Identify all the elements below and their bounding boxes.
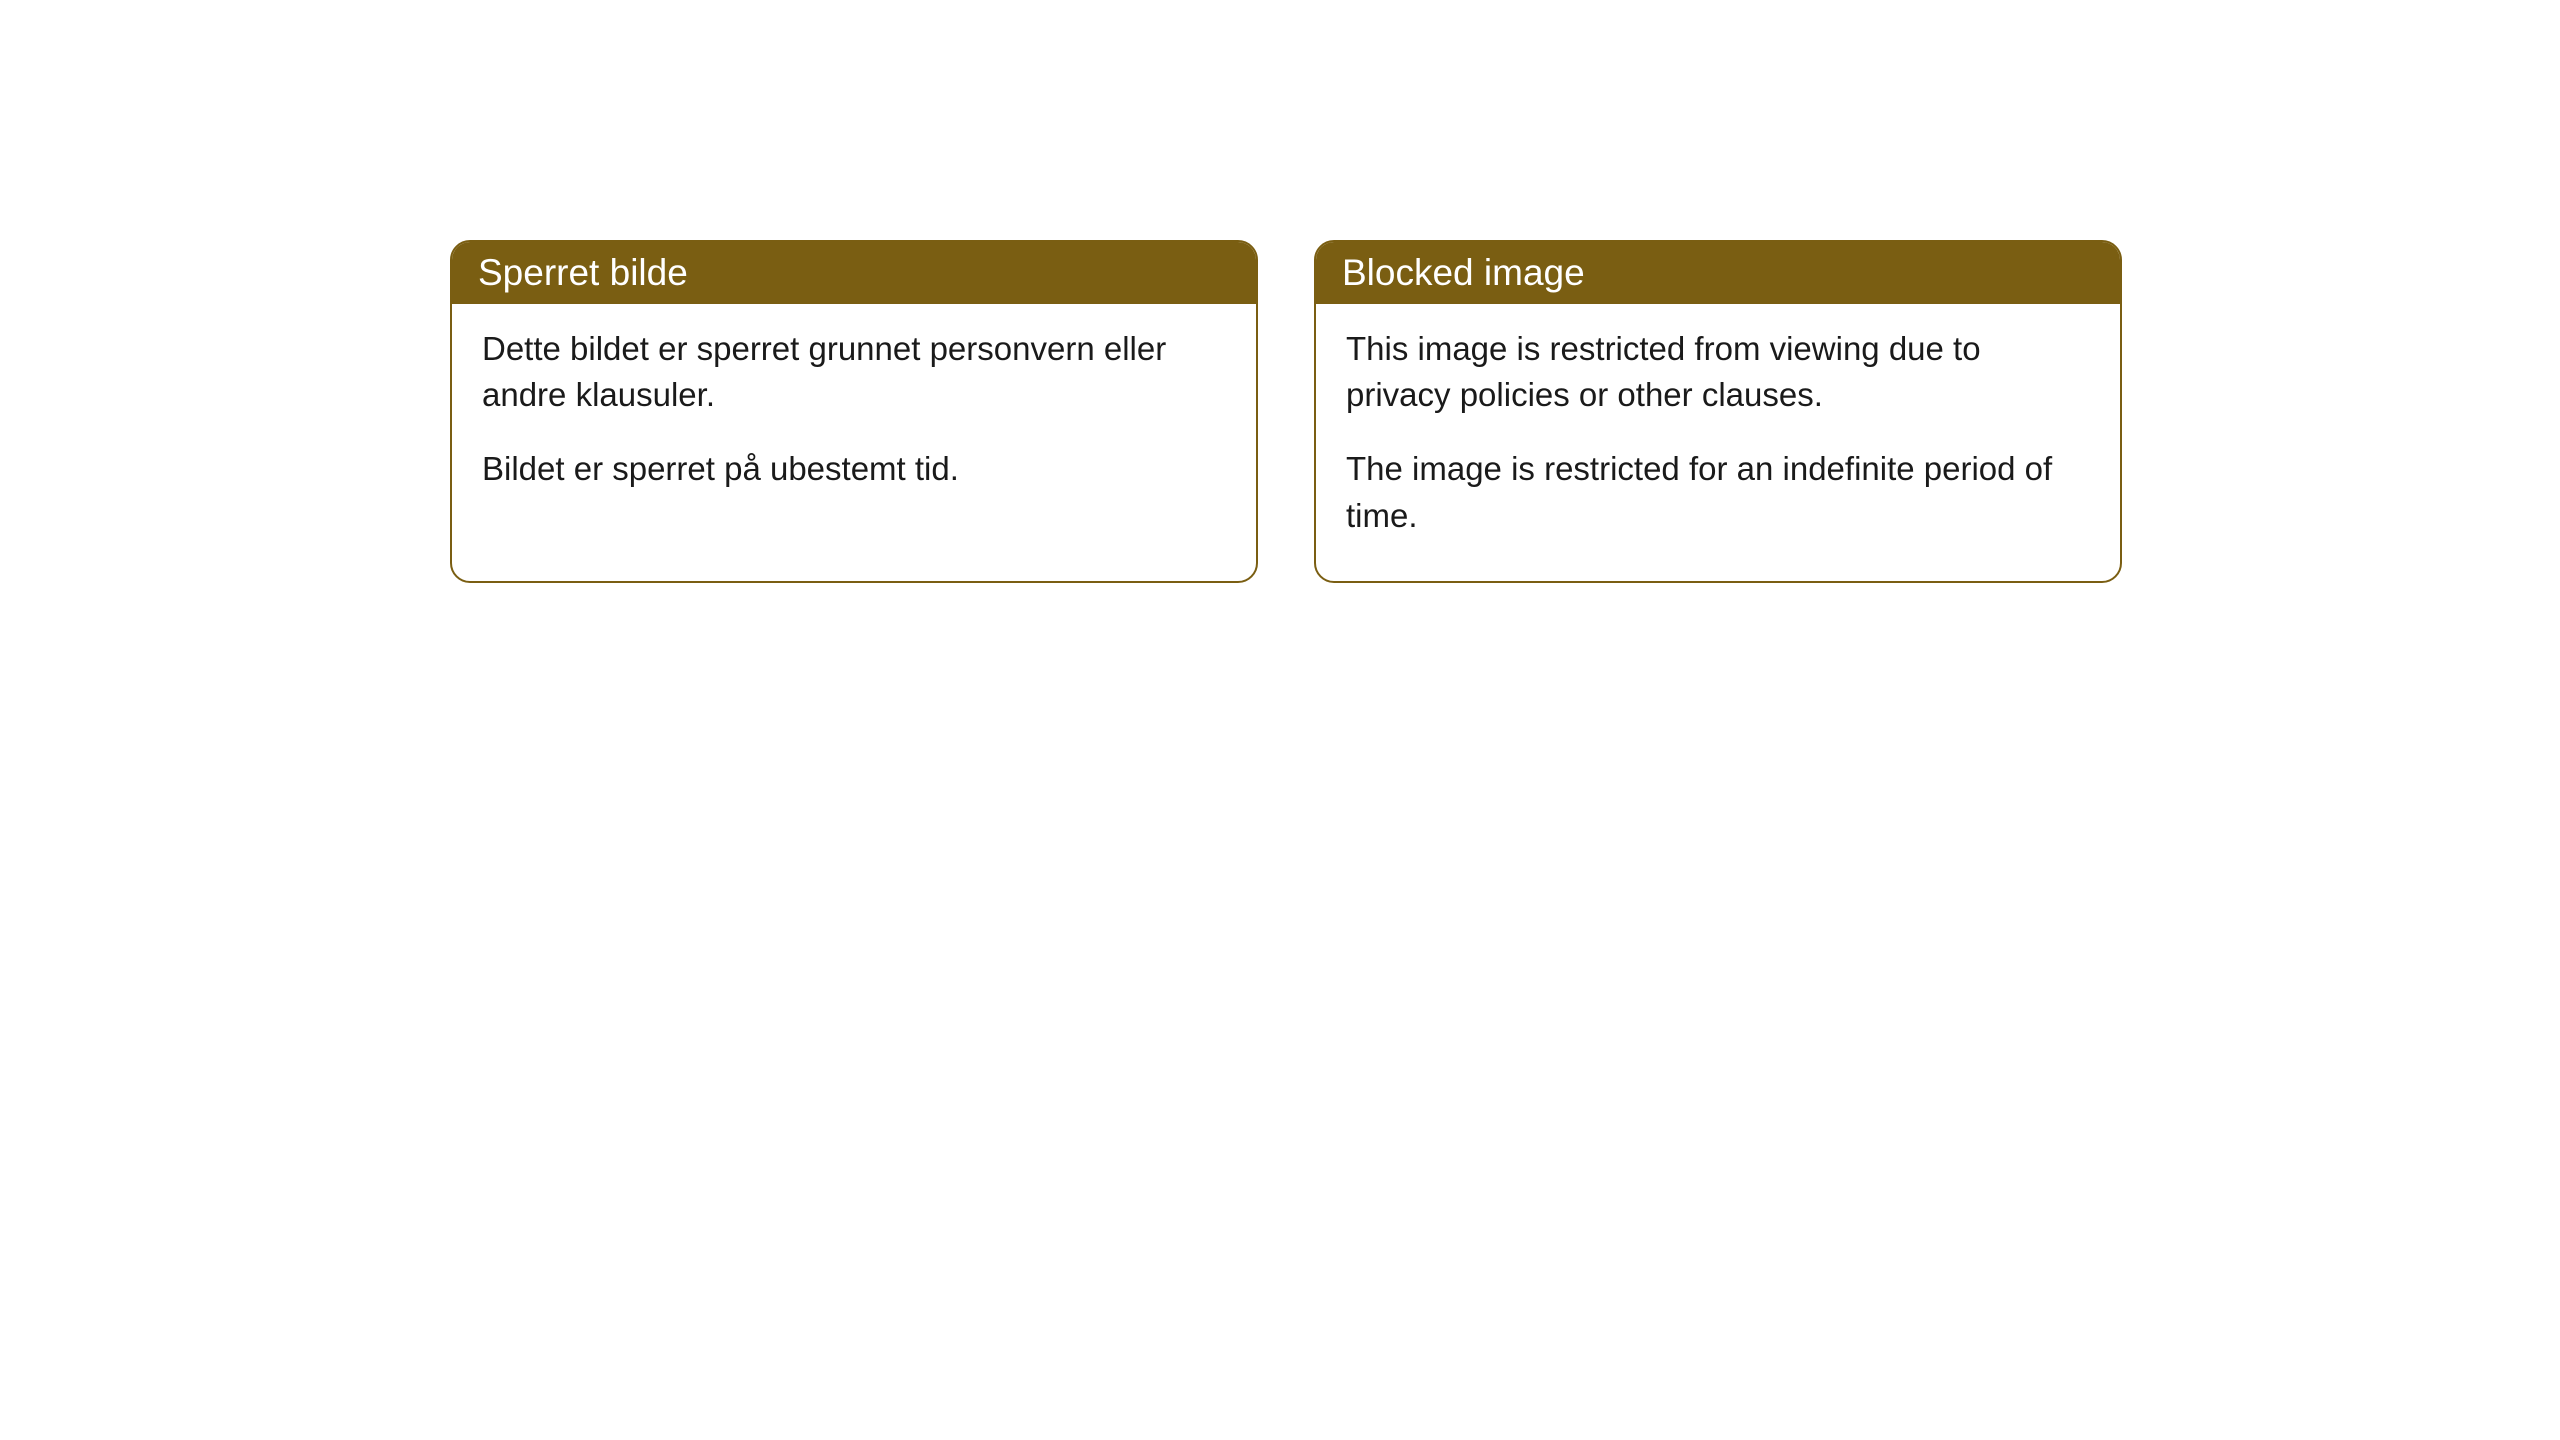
card-paragraph: This image is restricted from viewing du…: [1346, 326, 2090, 418]
card-paragraph: The image is restricted for an indefinit…: [1346, 446, 2090, 538]
card-body: This image is restricted from viewing du…: [1316, 304, 2120, 581]
card-paragraph: Dette bildet er sperret grunnet personve…: [482, 326, 1226, 418]
card-body: Dette bildet er sperret grunnet personve…: [452, 304, 1256, 535]
notice-cards-container: Sperret bilde Dette bildet er sperret gr…: [450, 240, 2122, 583]
card-title: Blocked image: [1342, 252, 1585, 293]
card-paragraph: Bildet er sperret på ubestemt tid.: [482, 446, 1226, 492]
blocked-image-card-norwegian: Sperret bilde Dette bildet er sperret gr…: [450, 240, 1258, 583]
card-title: Sperret bilde: [478, 252, 688, 293]
card-header: Blocked image: [1316, 242, 2120, 304]
card-header: Sperret bilde: [452, 242, 1256, 304]
blocked-image-card-english: Blocked image This image is restricted f…: [1314, 240, 2122, 583]
